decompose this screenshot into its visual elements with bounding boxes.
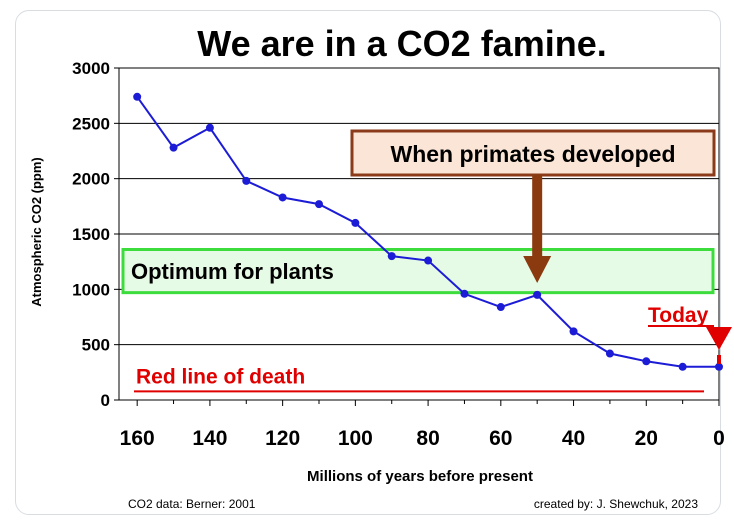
today-marker bbox=[717, 355, 721, 364]
primates-label-box bbox=[350, 129, 716, 177]
x-axis-label: Millions of years before present bbox=[307, 468, 533, 485]
y-tick-label-500: 500 bbox=[82, 336, 110, 355]
x-tick-label-40: 40 bbox=[562, 427, 585, 450]
x-tick-label-20: 20 bbox=[635, 427, 658, 450]
y-tick-label-0: 0 bbox=[101, 391, 110, 410]
today-arrow-head bbox=[706, 327, 732, 350]
data-point-80 bbox=[424, 256, 433, 265]
data-point-10 bbox=[678, 362, 687, 371]
data-point-110 bbox=[315, 200, 323, 209]
x-axis-ticks: 160 140 120 100 80 60 40 20 0 bbox=[120, 400, 725, 450]
primates-arrow-head bbox=[523, 256, 552, 283]
x-tick-label-100: 100 bbox=[338, 427, 373, 450]
y-tick-label-2000: 2000 bbox=[72, 170, 110, 189]
optimum-band bbox=[121, 247, 715, 295]
y-tick-label-2500: 2500 bbox=[72, 114, 110, 133]
data-source-note: CO2 data: Berner: 2001 bbox=[128, 497, 256, 511]
y-axis-ticks: 0 500 1000 1500 2000 2500 3000 bbox=[72, 59, 119, 410]
data-point-140 bbox=[205, 123, 214, 132]
data-point-100 bbox=[351, 218, 360, 227]
co2-series-points bbox=[133, 92, 723, 371]
data-point-20 bbox=[642, 357, 651, 366]
optimum-label: Optimum for plants bbox=[131, 259, 334, 284]
x-tick-label-120: 120 bbox=[265, 427, 300, 450]
data-point-130 bbox=[242, 176, 251, 185]
credit-note: created by: J. Shewchuk, 2023 bbox=[534, 497, 698, 511]
x-tick-label-80: 80 bbox=[416, 427, 439, 450]
data-point-30 bbox=[605, 349, 614, 358]
primates-label: When primates developed bbox=[390, 141, 675, 167]
data-point-90 bbox=[387, 252, 396, 261]
x-tick-label-160: 160 bbox=[120, 427, 155, 450]
primates-arrow-shaft bbox=[532, 175, 543, 257]
data-point-50 bbox=[533, 290, 542, 299]
death-line-label: Red line of death bbox=[136, 365, 305, 388]
data-point-120 bbox=[278, 193, 287, 202]
data-point-160 bbox=[133, 92, 142, 101]
data-point-150 bbox=[169, 143, 178, 152]
data-point-60 bbox=[496, 303, 505, 312]
data-point-0 bbox=[715, 362, 723, 371]
today-label: Today bbox=[648, 304, 709, 327]
y-tick-label-3000: 3000 bbox=[72, 59, 110, 78]
x-tick-label-140: 140 bbox=[192, 427, 227, 450]
x-tick-label-60: 60 bbox=[489, 427, 512, 450]
data-point-70 bbox=[460, 289, 469, 298]
x-tick-label-0: 0 bbox=[713, 427, 725, 450]
y-axis-label: Atmospheric CO2 (ppm) bbox=[29, 157, 44, 307]
chart-title: We are in a CO2 famine. bbox=[197, 23, 606, 64]
y-tick-label-1500: 1500 bbox=[72, 225, 110, 244]
y-tick-label-1000: 1000 bbox=[72, 280, 110, 299]
data-point-40 bbox=[569, 327, 578, 336]
